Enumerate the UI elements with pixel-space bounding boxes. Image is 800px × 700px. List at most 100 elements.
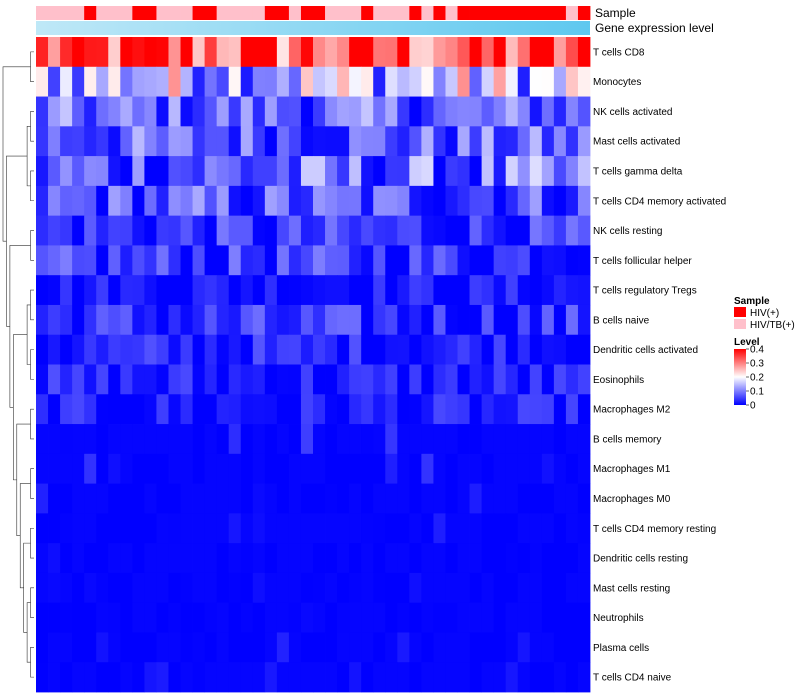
heatmap-cell (445, 96, 458, 127)
heatmap-cell (180, 245, 193, 276)
heatmap-cell (180, 96, 193, 127)
heatmap-cell (397, 632, 410, 663)
heatmap-cell (541, 96, 555, 127)
heatmap-cell (144, 215, 157, 246)
heatmap-cell (288, 156, 302, 187)
heatmap-cell (373, 543, 386, 574)
sample-annotation-cell (132, 6, 145, 20)
heatmap-cell (325, 156, 338, 187)
heatmap-cell (204, 66, 218, 97)
heatmap-cell (144, 602, 157, 633)
sample-annotation-cell (433, 6, 446, 20)
heatmap-cell (84, 394, 97, 425)
heatmap-cell (349, 394, 362, 425)
heatmap-cell (72, 156, 85, 187)
heatmap-cell (216, 215, 230, 246)
heatmap-cell (397, 453, 410, 484)
sample-annotation-cell (337, 6, 350, 20)
heatmap-cell (373, 275, 386, 306)
heatmap-cell (445, 483, 458, 514)
heatmap-cell (409, 632, 422, 663)
heatmap-cell (108, 662, 121, 693)
heatmap-cell (300, 364, 314, 395)
heatmap-cell (505, 543, 519, 574)
heatmap-cell (541, 602, 555, 633)
heatmap-cell (529, 37, 543, 68)
heatmap-cell (216, 424, 230, 455)
heatmap-cell (361, 275, 374, 306)
heatmap-cell (300, 66, 314, 97)
heatmap-cell (577, 215, 591, 246)
heatmap-cell (156, 304, 169, 336)
heatmap-cell (240, 215, 254, 246)
heatmap-cell (180, 632, 193, 663)
heatmap-cell (96, 334, 109, 365)
heatmap-cell (204, 37, 218, 68)
heatmap-cell (421, 394, 434, 425)
heatmap-cell (204, 126, 218, 157)
heatmap-cell (36, 304, 49, 336)
heatmap-cell (180, 185, 193, 217)
sample-annotation-cell (228, 6, 242, 20)
sample-annotation-cell (204, 6, 218, 20)
sample-annotation-cell (313, 6, 326, 20)
heatmap-cell (264, 66, 278, 97)
heatmap-cell (349, 37, 362, 68)
heatmap-cell (168, 66, 181, 97)
heatmap-cell (469, 602, 483, 633)
heatmap-cell (553, 424, 567, 455)
heatmap-cell (529, 662, 543, 693)
heatmap-cell (264, 304, 278, 336)
heatmap-cell (481, 662, 495, 693)
heatmap-cell (132, 37, 145, 68)
heatmap-cell (457, 245, 470, 276)
heatmap-cell (108, 96, 121, 127)
heatmap-cell (156, 572, 169, 604)
heatmap-cell (264, 364, 278, 395)
heatmap-cell (397, 543, 410, 574)
heatmap-cell (180, 394, 193, 425)
heatmap-cell (192, 215, 206, 246)
heatmap-cell (325, 483, 338, 514)
heatmap-cell (349, 483, 362, 514)
heatmap-cell (96, 96, 109, 127)
heatmap-cell (553, 662, 567, 693)
heatmap-cell (313, 572, 326, 604)
heatmap-cell (433, 394, 446, 425)
heatmap-cells (36, 37, 591, 693)
heatmap-cell (409, 66, 422, 97)
heatmap-cell (409, 543, 422, 574)
heatmap-cell (421, 602, 434, 633)
heatmap-cell (409, 215, 422, 246)
heatmap-cell (337, 304, 350, 336)
heatmap-cell (264, 334, 278, 365)
heatmap-cell (385, 334, 398, 365)
heatmap-cell (192, 275, 206, 306)
heatmap-cell (144, 245, 157, 276)
heatmap-cell (481, 543, 495, 574)
heatmap-cell (168, 543, 181, 574)
heatmap-cell (48, 37, 61, 68)
heatmap-cell (325, 662, 338, 693)
heatmap-cell (48, 632, 61, 663)
heatmap-cell (517, 453, 531, 484)
heatmap-cell (373, 304, 386, 336)
heatmap-cell (577, 275, 591, 306)
heatmap-cell (216, 632, 230, 663)
heatmap-cell (240, 126, 254, 157)
heatmap-cell (252, 572, 266, 604)
heatmap-cell (385, 572, 398, 604)
heatmap-cell (36, 96, 49, 127)
heatmap-cell (108, 632, 121, 663)
heatmap-cell (553, 483, 567, 514)
heatmap-cell (517, 185, 531, 217)
heatmap-cell (108, 304, 121, 336)
sample-annotation-cell (84, 6, 97, 20)
heatmap-cell (72, 334, 85, 365)
heatmap-cell (505, 37, 519, 68)
heatmap-cell (481, 66, 495, 97)
heatmap-cell (84, 245, 97, 276)
heatmap-cell (493, 66, 507, 97)
heatmap-cell (337, 394, 350, 425)
dendrogram-branch (30, 111, 34, 142)
